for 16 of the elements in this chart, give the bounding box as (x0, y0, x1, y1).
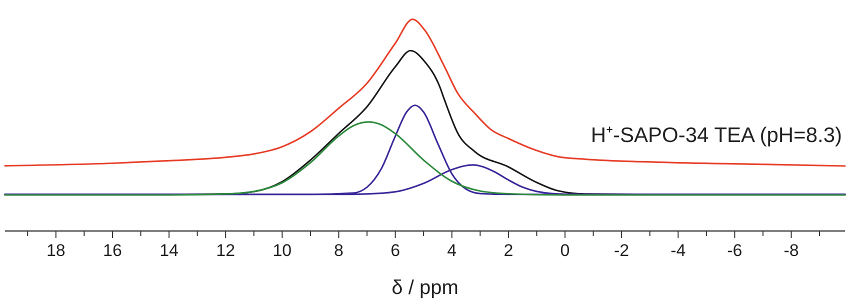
x-tick-label: -8 (784, 241, 799, 260)
x-tick-label: 2 (504, 241, 514, 260)
annotation: H⁺-SAPO-34 TEA (pH=8.3) (590, 124, 842, 147)
x-tick-label: 16 (103, 241, 122, 260)
x-tick-label: 14 (160, 241, 178, 260)
x-tick-label: -6 (727, 241, 742, 260)
x-tick-label: 18 (46, 241, 66, 260)
x-tick-label: 8 (334, 241, 344, 260)
x-tick-label: 4 (447, 241, 457, 260)
x-tick-label: 10 (272, 241, 292, 260)
x-tick-label: -2 (614, 241, 630, 260)
x-tick-label: 6 (390, 241, 400, 260)
x-tick-label: 0 (560, 241, 570, 260)
x-tick-label: 12 (216, 241, 236, 260)
x-axis-title: δ / ppm (392, 277, 458, 299)
x-tick-label: -4 (670, 241, 686, 260)
